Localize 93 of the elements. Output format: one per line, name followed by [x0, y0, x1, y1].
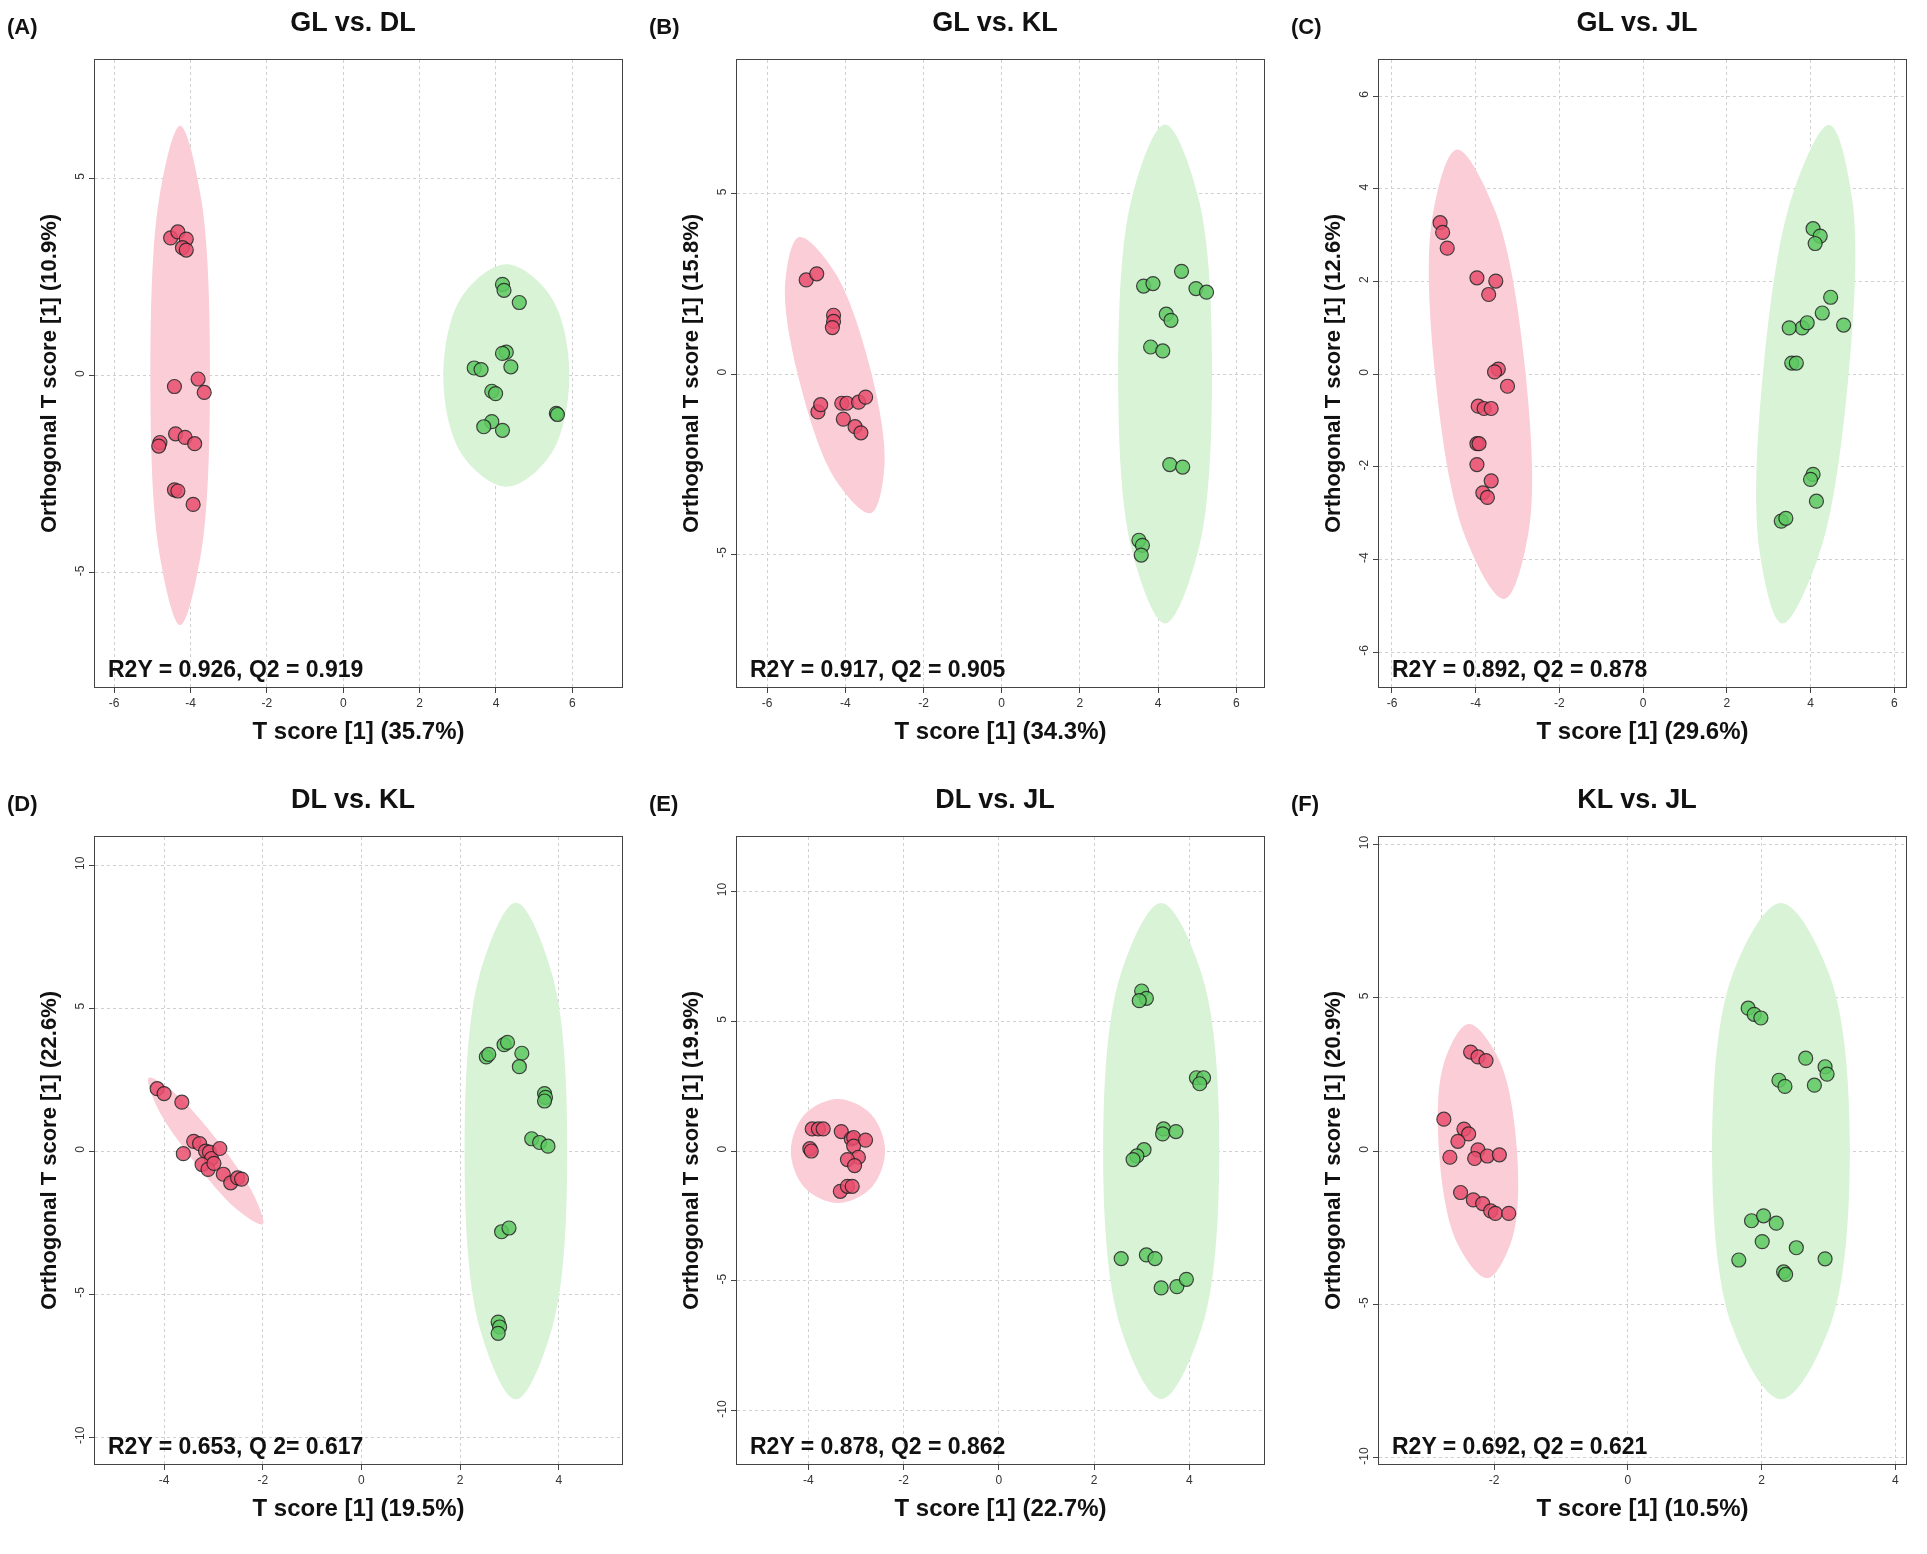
x-tick-label: 2 — [416, 696, 424, 711]
y-axis-title: Orthogonal T score [1] (10.9%) — [36, 213, 61, 534]
x-tick-label: 4 — [492, 696, 500, 711]
x-tick-label: -6 — [761, 696, 773, 711]
x-tick-label: 0 — [1624, 1473, 1632, 1488]
text: (E) — [649, 791, 679, 816]
x-axis-title: T score [1] (34.3%) — [894, 716, 1107, 744]
x-tick-label: -2 — [1554, 696, 1566, 711]
y-tick-label: -10 — [715, 1399, 730, 1418]
y-tick-label: -5 — [715, 546, 730, 558]
y-axis-title: Orthogonal T score [1] (12.6%) — [1320, 213, 1345, 534]
x-tick-label: -2 — [1488, 1473, 1500, 1488]
annotation: R2Y = 0.878, Q2 = 0.862 — [750, 1433, 1006, 1459]
x-tick-label: 0 — [358, 1473, 366, 1488]
annotation: R2Y = 0.653, Q 2= 0.617 — [108, 1433, 364, 1459]
y-tick-label: 10 — [715, 882, 730, 897]
annotation: R2Y = 0.917, Q2 = 0.905 — [750, 656, 1006, 682]
x-tick-label: -6 — [1386, 696, 1398, 711]
text: (B) — [649, 14, 680, 39]
x-tick-label: -2 — [918, 696, 930, 711]
chart-title: GL vs. JL — [1576, 6, 1698, 37]
y-tick-label: 6 — [1357, 90, 1372, 98]
y-tick-label: 2 — [1357, 276, 1372, 284]
y-tick-label: 5 — [715, 1015, 730, 1023]
annotation: R2Y = 0.892, Q2 = 0.878 — [1392, 656, 1648, 682]
x-tick-label: -4 — [803, 1473, 815, 1488]
x-tick-label: 0 — [998, 696, 1006, 711]
y-tick-label: 0 — [1357, 368, 1372, 376]
y-tick-label: 0 — [73, 370, 88, 378]
x-tick-label: 6 — [569, 696, 577, 711]
x-tick-label: -2 — [898, 1473, 910, 1488]
x-tick-label: 4 — [555, 1473, 563, 1488]
x-tick-label: 2 — [1090, 1473, 1098, 1488]
y-tick-label: -5 — [73, 1286, 88, 1298]
x-axis-title: T score [1] (19.5%) — [252, 1493, 465, 1521]
y-axis-title: Orthogonal T score [1] (22.6%) — [36, 990, 61, 1311]
x-tick-label: 4 — [1185, 1473, 1193, 1488]
chart-title: KL vs. JL — [1577, 783, 1697, 814]
chart-title: DL vs. JL — [935, 783, 1055, 814]
chart-title: GL vs. KL — [932, 6, 1058, 37]
y-tick-label: -5 — [1357, 1297, 1372, 1309]
y-tick-label: -5 — [715, 1273, 730, 1285]
y-tick-label: 5 — [73, 1002, 88, 1010]
y-tick-label: -6 — [1357, 644, 1372, 656]
x-tick-label: 4 — [1807, 696, 1815, 711]
text: (F) — [1291, 791, 1320, 816]
x-tick-label: 4 — [1154, 696, 1162, 711]
x-tick-label: -2 — [261, 696, 273, 711]
x-axis-title: T score [1] (35.7%) — [252, 716, 465, 744]
x-tick-label: -4 — [839, 696, 851, 711]
y-tick-label: -10 — [1357, 1447, 1372, 1465]
x-tick-label: 0 — [1639, 696, 1647, 711]
y-tick-label: -2 — [1357, 459, 1372, 471]
y-tick-label: -5 — [73, 565, 88, 577]
text: (A) — [7, 14, 38, 39]
x-tick-label: -6 — [108, 696, 120, 711]
x-tick-label: 6 — [1890, 696, 1898, 711]
x-tick-label: -4 — [158, 1473, 170, 1488]
annotation: R2Y = 0.692, Q2 = 0.621 — [1392, 1433, 1648, 1459]
x-axis-title: T score [1] (10.5%) — [1536, 1493, 1749, 1521]
x-tick-label: 2 — [1758, 1473, 1766, 1488]
annotation: R2Y = 0.926, Q2 = 0.919 — [108, 656, 364, 682]
chart-title: GL vs. DL — [290, 6, 416, 37]
x-tick-label: 2 — [1076, 696, 1084, 711]
x-tick-label: 2 — [1723, 696, 1731, 711]
x-tick-label: 4 — [1891, 1473, 1899, 1488]
x-axis-title: T score [1] (29.6%) — [1536, 716, 1749, 744]
x-tick-label: -4 — [185, 696, 197, 711]
x-tick-label: 2 — [456, 1473, 464, 1488]
y-tick-label: -4 — [1357, 552, 1372, 564]
y-axis-title: Orthogonal T score [1] (15.8%) — [678, 213, 703, 534]
y-tick-label: 10 — [1357, 835, 1372, 850]
x-tick-label: -2 — [257, 1473, 269, 1488]
y-tick-label: -10 — [73, 1426, 88, 1444]
x-tick-label: -4 — [1470, 696, 1482, 711]
y-tick-label: 0 — [715, 368, 730, 376]
chart-title: DL vs. KL — [291, 783, 416, 814]
y-axis-title: Orthogonal T score [1] (20.9%) — [1320, 990, 1345, 1311]
y-tick-label: 5 — [73, 172, 88, 180]
y-tick-label: 0 — [73, 1145, 88, 1153]
text: (C) — [1291, 14, 1322, 39]
x-tick-label: 6 — [1232, 696, 1240, 711]
y-tick-label: 4 — [1357, 183, 1372, 191]
x-tick-label: 0 — [339, 696, 347, 711]
y-tick-label: 5 — [1357, 992, 1372, 1000]
y-axis-title: Orthogonal T score [1] (19.9%) — [678, 990, 703, 1311]
y-tick-label: 0 — [1357, 1145, 1372, 1153]
y-tick-label: 0 — [715, 1145, 730, 1153]
y-tick-label: 5 — [715, 188, 730, 196]
y-tick-label: 10 — [73, 856, 88, 870]
x-axis-title: T score [1] (22.7%) — [894, 1493, 1107, 1521]
x-tick-label: 0 — [995, 1473, 1003, 1488]
text: (D) — [7, 791, 38, 816]
